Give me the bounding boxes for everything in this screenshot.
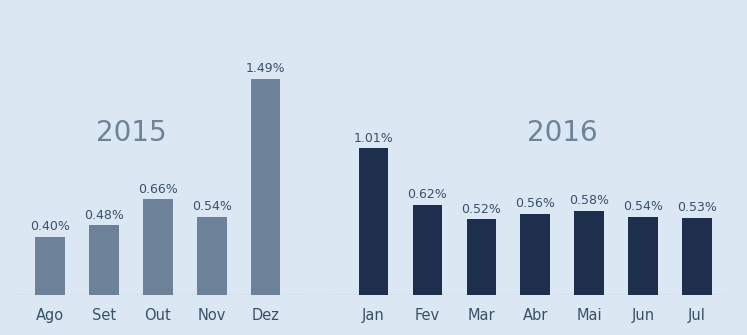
Text: 1.49%: 1.49%	[246, 62, 285, 75]
Text: 2015: 2015	[96, 119, 166, 146]
Bar	[143, 199, 173, 295]
Bar	[521, 214, 550, 295]
Text: 1.01%: 1.01%	[353, 132, 394, 145]
Bar	[251, 79, 280, 295]
Text: 0.56%: 0.56%	[515, 197, 555, 210]
Text: 0.52%: 0.52%	[462, 203, 501, 216]
Bar	[628, 216, 658, 295]
Text: 0.58%: 0.58%	[569, 194, 609, 207]
Text: 0.66%: 0.66%	[138, 183, 178, 196]
Bar	[35, 237, 65, 295]
Bar	[682, 218, 712, 295]
Bar	[412, 205, 442, 295]
Text: 0.53%: 0.53%	[677, 201, 717, 214]
Bar	[197, 216, 226, 295]
Text: 0.48%: 0.48%	[84, 209, 124, 222]
Bar	[359, 148, 388, 295]
Bar	[574, 211, 604, 295]
Text: 0.54%: 0.54%	[192, 200, 232, 213]
Text: 0.62%: 0.62%	[408, 188, 447, 201]
Bar	[467, 219, 496, 295]
Text: 0.40%: 0.40%	[30, 220, 70, 233]
Text: 0.54%: 0.54%	[623, 200, 663, 213]
Text: 2016: 2016	[527, 119, 598, 146]
Bar	[89, 225, 119, 295]
